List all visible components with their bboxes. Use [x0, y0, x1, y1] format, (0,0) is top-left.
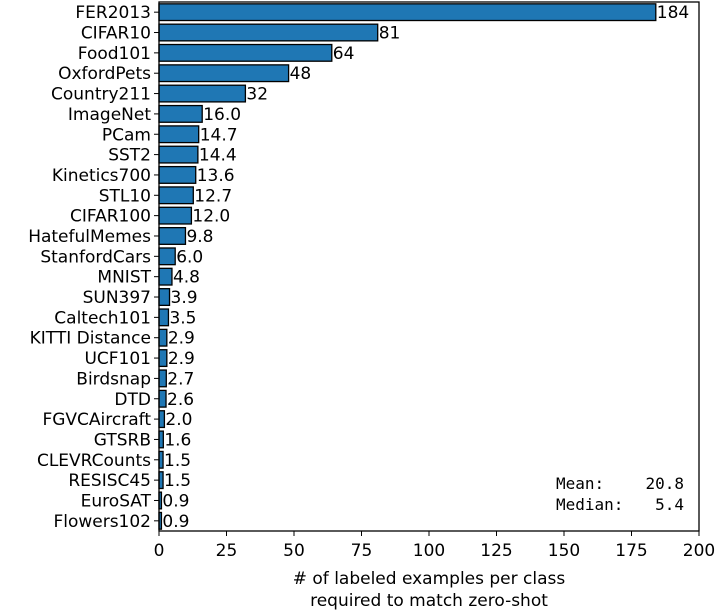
y-tick-label: FER2013 [75, 3, 151, 23]
y-tick-label: CIFAR10 [81, 24, 151, 44]
y-tick-label: EuroSAT [81, 491, 152, 511]
x-tick-label: 50 [283, 541, 305, 561]
y-tick-label: PCam [102, 125, 151, 145]
y-tick-label: RESISC45 [68, 471, 151, 491]
y-tick-label: SUN397 [83, 288, 151, 308]
value-labels-group: 184 81 64 48 3216.014.714.413.612.712.09.86.… [162, 3, 689, 532]
bar-imagenet [158, 104, 203, 123]
plot-frame [158, 1, 700, 532]
value-label: 0.9 [162, 512, 189, 532]
value-label: 1.6 [164, 430, 191, 450]
bar-birdsnap [158, 369, 167, 388]
bar-caltech101 [158, 308, 170, 327]
value-label: 64 [333, 44, 355, 64]
bar-stanfordcars [158, 247, 176, 266]
y-tick-label: Country211 [51, 85, 151, 105]
bar-pcam [158, 125, 200, 144]
stats-annotation: Mean: 20.8 Median: 5.4 [556, 474, 684, 514]
value-label: 2.9 [168, 329, 195, 349]
value-label: 81 [379, 24, 401, 44]
y-tick-label: SST2 [108, 146, 151, 166]
value-label: 0.9 [162, 491, 189, 511]
value-label: 3.5 [169, 308, 196, 328]
x-axis-label-line-2: required to match zero-shot [310, 591, 548, 611]
bar-fgvcaircraft [158, 410, 166, 429]
value-label: 14.4 [199, 146, 237, 166]
y-tick-label: CIFAR100 [70, 207, 151, 227]
x-tick-label: 25 [216, 541, 238, 561]
bar-oxfordpets [158, 64, 290, 83]
x-tick-label: 0 [154, 541, 165, 561]
x-tick-label: 175 [615, 541, 647, 561]
y-tick-label: OxfordPets [58, 64, 151, 84]
value-label: 2.0 [165, 410, 192, 430]
x-ticks-group: 0 25 50 75 100 125 150 175 200 [154, 531, 715, 561]
value-label: 13.6 [197, 166, 235, 186]
bar-hatefulmemes [158, 226, 187, 245]
bar-cifar100 [158, 206, 193, 225]
y-tick-label: StanfordCars [40, 247, 151, 267]
x-tick-label: 125 [480, 541, 512, 561]
y-tick-label: DTD [114, 390, 151, 410]
y-tick-label: ImageNet [68, 105, 151, 125]
bar-ucf101 [158, 349, 168, 368]
y-tick-label: Food101 [78, 44, 151, 64]
x-tick-label: 75 [351, 541, 373, 561]
bar-mnist [158, 267, 173, 286]
y-tick-label: Flowers102 [53, 512, 151, 532]
value-label: 2.7 [167, 369, 194, 389]
bar-food101 [158, 43, 333, 62]
bar-dtd [158, 389, 167, 408]
x-tick-label: 150 [548, 541, 580, 561]
value-label: 9.8 [186, 227, 213, 247]
bar-cifar10 [158, 23, 379, 42]
value-label: 16.0 [203, 105, 241, 125]
bar-sun397 [158, 288, 171, 307]
y-tick-label: FGVCAircraft [42, 410, 151, 430]
y-tick-label: MNIST [97, 268, 151, 288]
y-tick-label: Birdsnap [76, 369, 151, 389]
value-label: 2.9 [168, 349, 195, 369]
value-label: 12.7 [194, 186, 232, 206]
value-label: 32 [246, 85, 268, 105]
value-label: 2.6 [167, 390, 194, 410]
bars-group [158, 3, 657, 530]
y-tick-label: KITTI Distance [30, 329, 151, 349]
y-tick-label: GTSRB [94, 430, 151, 450]
value-label: 4.8 [173, 268, 200, 288]
value-label: 14.7 [200, 125, 238, 145]
bar-kitti-distance [158, 328, 168, 347]
bar-country211 [158, 84, 247, 103]
value-label: 1.5 [164, 451, 191, 471]
y-tick-label: Caltech101 [54, 308, 151, 328]
y-tick-label: Kinetics700 [52, 166, 151, 186]
mean-label: Mean: [556, 474, 604, 493]
y-tick-label: CLEVRCounts [37, 451, 151, 471]
bar-sst2 [158, 145, 199, 164]
value-label: 6.0 [176, 247, 203, 267]
x-tick-label: 100 [413, 541, 445, 561]
x-tick-label: 200 [683, 541, 715, 561]
value-label: 184 [657, 3, 689, 23]
bar-kinetics700 [158, 165, 197, 184]
mean-value: 20.8 [645, 474, 684, 493]
y-tick-label: UCF101 [84, 349, 151, 369]
bar-stl10 [158, 186, 194, 205]
x-axis-label-line-1: # of labeled examples per class [293, 569, 566, 589]
value-label: 12.0 [192, 207, 230, 227]
value-label: 3.9 [171, 288, 198, 308]
value-label: 1.5 [164, 471, 191, 491]
y-tick-label: STL10 [99, 186, 151, 206]
bar-fer2013 [158, 3, 657, 22]
y-tick-label: HatefulMemes [28, 227, 151, 247]
median-label: Median: [556, 495, 623, 514]
y-tick-labels-group: FER2013CIFAR10Food101OxfordPetsCountry21… [28, 3, 159, 532]
value-label: 48 [290, 64, 312, 84]
median-value: 5.4 [655, 495, 684, 514]
